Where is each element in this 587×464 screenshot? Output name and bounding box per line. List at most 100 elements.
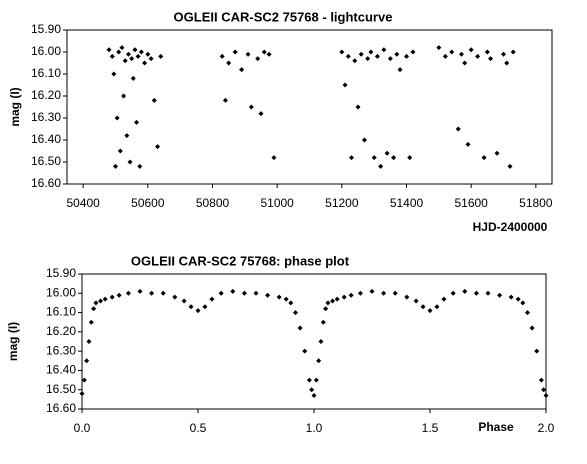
data-point	[358, 51, 364, 57]
data-point	[538, 377, 544, 383]
data-point	[98, 298, 104, 304]
data-point	[138, 49, 144, 55]
data-point	[397, 67, 403, 73]
data-point	[510, 49, 516, 55]
plot-frame	[66, 29, 553, 185]
x-tick-label: 1.5	[422, 421, 439, 435]
data-point	[481, 155, 487, 161]
data-point	[142, 60, 148, 66]
data-point	[109, 294, 115, 300]
data-point	[288, 300, 294, 306]
data-point	[93, 300, 99, 306]
y-tick-label: 16.60	[46, 401, 76, 415]
data-point	[129, 56, 135, 62]
data-point	[218, 290, 224, 296]
y-tick-label: 16.40	[46, 363, 76, 377]
data-point	[88, 319, 94, 325]
data-point	[468, 47, 474, 53]
y-tick-label: 16.10	[31, 66, 61, 80]
data-point	[455, 126, 461, 132]
data-point	[320, 319, 326, 325]
data-point	[450, 290, 456, 296]
data-point	[355, 104, 361, 110]
data-point	[449, 49, 455, 55]
data-point	[116, 49, 122, 55]
data-point	[306, 377, 312, 383]
y-axis-label: mag (I)	[8, 87, 22, 126]
data-point	[113, 163, 118, 169]
data-point	[311, 393, 317, 398]
data-point	[230, 288, 236, 294]
data-point	[381, 47, 387, 53]
data-point	[125, 51, 131, 57]
data-point	[442, 53, 448, 59]
x-tick-label: 51400	[390, 196, 424, 210]
data-point	[151, 97, 157, 103]
x-tick-label: 0.5	[190, 421, 207, 435]
data-point	[361, 137, 367, 143]
data-point	[520, 300, 526, 306]
y-tick-label: 16.00	[31, 44, 61, 58]
data-point	[381, 290, 387, 296]
data-point	[119, 45, 125, 51]
data-point	[209, 296, 215, 302]
data-point	[79, 391, 85, 397]
x-tick-label: 51600	[454, 196, 488, 210]
data-point	[102, 296, 108, 302]
data-point	[130, 75, 136, 81]
data-point	[413, 298, 419, 304]
data-point	[222, 97, 228, 103]
data-point	[149, 290, 155, 296]
data-point	[473, 290, 479, 296]
data-point	[276, 294, 282, 300]
x-tick-label: 50400	[66, 196, 100, 210]
data-point	[501, 51, 506, 57]
data-point	[261, 49, 267, 55]
y-tick-label: 15.90	[31, 22, 61, 36]
data-point	[349, 155, 355, 161]
data-point	[132, 47, 138, 53]
data-point	[369, 288, 375, 294]
data-point	[529, 325, 535, 331]
data-point	[81, 377, 87, 383]
data-point	[271, 155, 277, 161]
data-point	[334, 296, 340, 302]
y-tick-label: 16.50	[31, 154, 61, 168]
data-point	[245, 51, 251, 57]
data-point	[248, 104, 254, 110]
data-point	[241, 290, 247, 296]
data-point	[436, 45, 442, 51]
data-point	[508, 294, 514, 300]
y-tick-label: 16.50	[46, 382, 76, 396]
data-point	[352, 58, 358, 64]
data-point	[106, 47, 112, 53]
data-point	[341, 294, 347, 300]
data-point	[475, 53, 481, 59]
data-point	[323, 306, 329, 312]
data-point	[484, 49, 490, 55]
data-point	[116, 292, 122, 298]
data-point	[313, 377, 319, 383]
data-point	[345, 53, 351, 59]
data-point	[258, 111, 264, 117]
data-point	[253, 290, 259, 296]
y-tick-label: 16.20	[46, 324, 76, 338]
data-point	[404, 53, 409, 59]
data-point	[543, 393, 549, 398]
data-point	[507, 163, 513, 169]
x-axis-label: HJD-2400000	[473, 220, 548, 234]
x-tick-label: 51200	[325, 196, 359, 210]
data-point	[127, 159, 133, 165]
data-point	[202, 304, 208, 310]
y-tick-label: 16.10	[46, 305, 76, 319]
data-point	[155, 144, 161, 150]
data-point	[391, 155, 397, 161]
data-point	[195, 308, 201, 314]
x-tick-label: 2.0	[538, 421, 555, 435]
data-point	[488, 56, 494, 62]
data-point	[524, 310, 530, 316]
data-point	[497, 292, 503, 298]
data-point	[226, 60, 232, 66]
data-point	[239, 67, 245, 73]
data-point	[374, 53, 380, 59]
